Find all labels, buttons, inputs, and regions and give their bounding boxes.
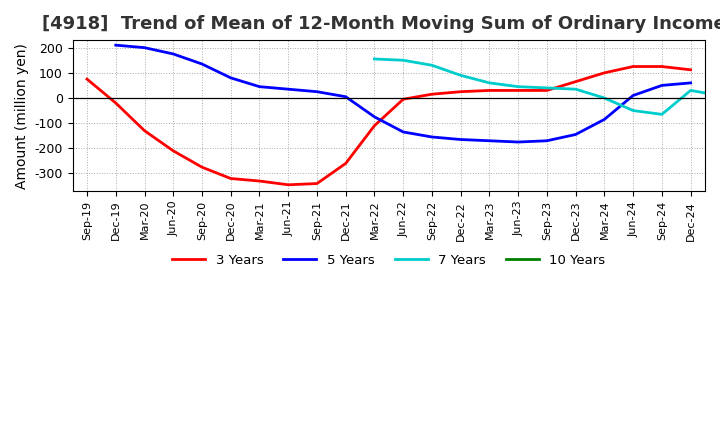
Y-axis label: Amount (million yen): Amount (million yen) — [15, 43, 29, 188]
Title: [4918]  Trend of Mean of 12-Month Moving Sum of Ordinary Incomes: [4918] Trend of Mean of 12-Month Moving … — [42, 15, 720, 33]
Legend: 3 Years, 5 Years, 7 Years, 10 Years: 3 Years, 5 Years, 7 Years, 10 Years — [167, 249, 611, 272]
